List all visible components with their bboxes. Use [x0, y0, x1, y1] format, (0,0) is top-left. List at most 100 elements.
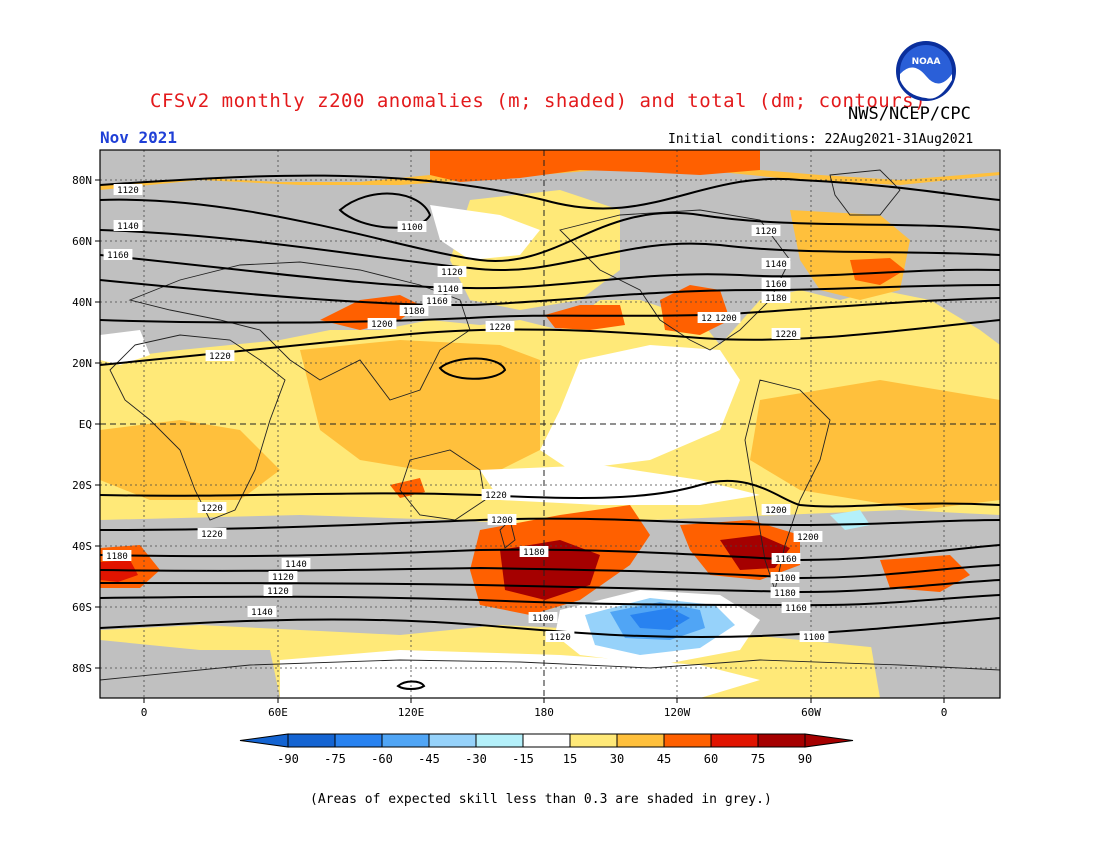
contour-label: 1200 [797, 533, 819, 543]
lon-tick-label: 180 [534, 706, 554, 719]
lon-tick-label: 120E [398, 706, 425, 719]
contour-label-bg [487, 514, 517, 525]
forecast-month: Nov 2021 [100, 128, 178, 147]
contour-label: 1220 [201, 504, 223, 514]
contour-label-bg [528, 612, 558, 623]
eurasia-coast [128, 261, 471, 401]
colorbar-label: -75 [324, 752, 346, 766]
contour-label: 1160 [107, 251, 129, 261]
contour-label-bg [770, 587, 800, 598]
contour-label: 1120 [755, 227, 777, 237]
contour-label: 1120 [117, 186, 139, 196]
contour-label-bg [761, 258, 791, 269]
contour-label: 1100 [401, 223, 423, 233]
lat-tick-label: 60S [72, 601, 92, 614]
contour-label-bg [197, 528, 227, 539]
colorbar-label: 60 [704, 752, 718, 766]
contour-1100-south [100, 617, 1000, 639]
contour-label-bg [781, 602, 811, 613]
contour-label-bg [205, 350, 235, 361]
initial-conditions: Initial conditions: 22Aug2021-31Aug2021 [668, 132, 974, 147]
coastlines [100, 169, 1000, 681]
tropics-orange-1 [300, 340, 540, 470]
lat-tick-label: 60N [72, 235, 92, 248]
contour-label: 1100 [803, 633, 825, 643]
contour-label: 1120 [549, 633, 571, 643]
contour-label: 1180 [774, 589, 796, 599]
contour-antarctic-closed [396, 680, 426, 690]
contour-1160-south [100, 564, 1000, 580]
colorbar-swatch [569, 733, 618, 748]
contour-label: 1140 [251, 608, 273, 618]
contour-label-bg [485, 321, 515, 332]
contour-label-bg [711, 312, 741, 323]
colorbar-label: -60 [371, 752, 393, 766]
contour-label: 1140 [285, 560, 307, 570]
antarctic-darkblue [630, 608, 690, 630]
contour-label: 1220 [775, 330, 797, 340]
contour-1120-north [100, 198, 1000, 262]
chart-title: CFSv2 monthly z200 anomalies (m; shaded)… [150, 90, 927, 112]
contour-label-bg [770, 572, 800, 583]
contour-label-bg [399, 305, 429, 316]
contour-label: 1200 [491, 516, 513, 526]
contour-label: 1180 [765, 294, 787, 304]
contour-label: 1220 [485, 491, 507, 501]
contour-label: 1120 [441, 268, 463, 278]
lat-tick-label: 20S [72, 479, 92, 492]
contour-label-bg [799, 631, 829, 642]
contour-label-bg [771, 553, 801, 564]
contour-label: 1220 [201, 530, 223, 540]
agency-label: NWS/NCEP/CPC [848, 104, 971, 124]
contour-label-bg [761, 278, 791, 289]
north-atlantic-red [850, 258, 905, 285]
height-contours [100, 174, 1000, 690]
colorbar-swatch [757, 733, 806, 748]
contour-label: 1100 [774, 574, 796, 584]
contour-label: 1220 [209, 352, 231, 362]
contour-label-bg [771, 328, 801, 339]
contour-label: 1100 [532, 614, 554, 624]
colorbar-label: -30 [465, 752, 487, 766]
contour-1200-south [100, 517, 1000, 531]
colorbar-label: 30 [610, 752, 624, 766]
contour-label-bg [197, 502, 227, 513]
contour-label: 1220 [489, 323, 511, 333]
contour-label-bg [281, 558, 311, 569]
contour-label-bg [102, 550, 132, 561]
reference-lines [100, 150, 1000, 698]
colorbar-swatch [381, 733, 430, 748]
contour-label: 1160 [765, 280, 787, 290]
contour-label-bg [519, 546, 549, 557]
contour-label-bg [247, 606, 277, 617]
contour-label: 1160 [775, 555, 797, 565]
contour-1160-north [100, 254, 1000, 290]
lon-tick-label: 0 [941, 706, 948, 719]
contour-1100-closed [338, 192, 432, 229]
contour-label-bg [268, 571, 298, 582]
contour-1180-south [100, 544, 1000, 562]
noaa-logo: NOAA [896, 41, 956, 101]
contour-1220-south [100, 479, 1000, 508]
contour-1200-north [100, 297, 1000, 324]
north-america-coast [559, 209, 791, 351]
colorbar-label: -90 [277, 752, 299, 766]
contour-label: 1200 [371, 320, 393, 330]
contour-label-bg [545, 631, 575, 642]
contour-label: 1120 [272, 573, 294, 583]
lon-tick-label: 60W [801, 706, 821, 719]
colorbar-swatch [428, 733, 477, 748]
contour-label: 1180 [106, 552, 128, 562]
contour-label: 1160 [785, 604, 807, 614]
contour-label: 1180 [403, 307, 425, 317]
lat-tick-label: 40S [72, 540, 92, 553]
arctic-grey-east [760, 150, 1000, 180]
skill-footnote: (Areas of expected skill less than 0.3 a… [310, 792, 772, 807]
contour-label-bg [761, 292, 791, 303]
contour-label-bg [367, 318, 397, 329]
lon-tick-label: 60E [268, 706, 288, 719]
contour-labels: 1120 1140 1160 1100 1120 1140 1160 1180 1200 1220… [102, 184, 829, 643]
arctic-red [430, 150, 760, 182]
